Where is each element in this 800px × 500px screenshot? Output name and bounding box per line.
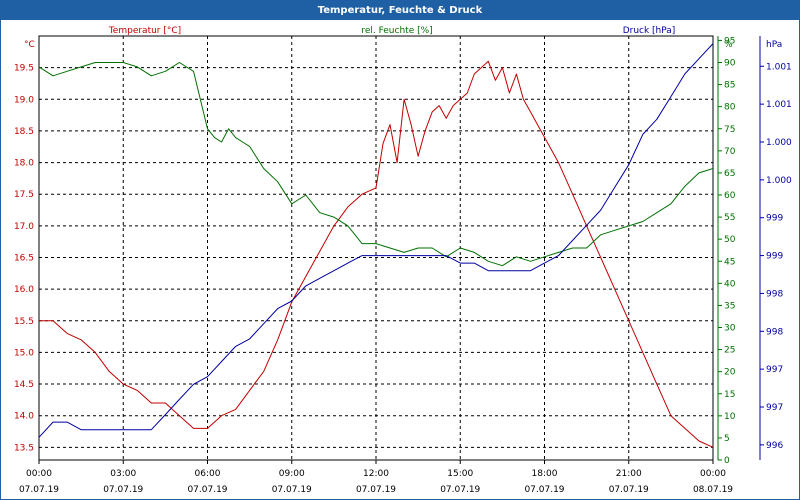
chart-title: Temperatur, Feuchte & Druck: [1, 1, 799, 20]
humidity-tick-label: 60: [724, 191, 736, 201]
x-tick-label-time: 00:00: [26, 469, 52, 479]
x-tick-label-date: 07.07.19: [609, 485, 649, 495]
humidity-unit-label: %: [724, 40, 733, 50]
humidity-tick-label: 5: [724, 434, 730, 444]
axis-labels: 00:00 07.07.19 03:00 07.07.19 06:00 07.07.19 0…: [14, 26, 792, 495]
temperature-tick-label: 14.5: [14, 380, 34, 390]
humidity-tick-label: 30: [724, 324, 736, 334]
x-tick-label-date: 08.07.19: [693, 485, 733, 495]
humidity-tick-label: 50: [724, 235, 736, 245]
temperature-tick-label: 19.0: [14, 95, 34, 105]
pressure-tick-label: 998: [766, 289, 783, 299]
humidity-tick-label: 0: [724, 456, 730, 466]
x-tick-label-time: 21:00: [616, 469, 642, 479]
humidity-tick-label: 65: [724, 169, 735, 179]
grid: [38, 35, 714, 461]
temperature-tick-label: 18.0: [14, 159, 34, 169]
temperature-tick-label: 13.5: [14, 443, 34, 453]
pressure-tick-label: 1.001: [766, 100, 792, 110]
x-tick-label-date: 07.07.19: [524, 485, 564, 495]
x-tick-label-date: 07.07.19: [19, 485, 59, 495]
humidity-series-label: rel. Feuchte [%]: [361, 26, 432, 36]
humidity-tick-label: 80: [724, 103, 736, 113]
temperature-unit-label: °C: [24, 40, 35, 50]
pressure-series-line: [38, 43, 714, 438]
temperature-tick-label: 19.5: [14, 64, 34, 74]
pressure-tick-label: 997: [766, 403, 783, 413]
x-tick-label-date: 07.07.19: [103, 485, 143, 495]
humidity-tick-label: 55: [724, 213, 735, 223]
pressure-tick-label: 996: [766, 441, 783, 451]
humidity-series-line: [38, 62, 714, 267]
humidity-tick-label: 95: [724, 36, 735, 46]
x-tick-label-time: 12:00: [363, 469, 389, 479]
humidity-tick-label: 25: [724, 346, 735, 356]
pressure-tick-label: 1.000: [766, 138, 792, 148]
pressure-tick-label: 1.001: [766, 62, 792, 72]
humidity-tick-label: 45: [724, 257, 735, 267]
humidity-tick-label: 75: [724, 125, 735, 135]
pressure-tick-label: 999: [766, 214, 783, 224]
temperature-series-line: [39, 60, 714, 448]
humidity-tick-label: 70: [724, 147, 736, 157]
x-tick-label-date: 07.07.19: [440, 485, 480, 495]
humidity-tick-label: 85: [724, 81, 735, 91]
humidity-tick-label: 35: [724, 301, 735, 311]
x-tick-label-time: 09:00: [279, 469, 305, 479]
temperature-tick-label: 14.0: [14, 412, 34, 422]
humidity-tick-label: 15: [724, 390, 735, 400]
humidity-tick-label: 40: [724, 279, 736, 289]
humidity-tick-label: 20: [724, 368, 736, 378]
pressure-tick-label: 999: [766, 252, 783, 262]
series-lines: [38, 43, 714, 448]
x-tick-label-date: 07.07.19: [187, 485, 227, 495]
pressure-tick-label: 998: [766, 327, 783, 337]
humidity-tick-label: 90: [724, 59, 736, 69]
pressure-tick-label: 997: [766, 365, 783, 375]
temperature-series-label: Temperatur [°C]: [108, 26, 181, 36]
temperature-tick-label: 17.5: [14, 190, 34, 200]
axes: [38, 36, 764, 464]
temperature-tick-label: 15.0: [14, 348, 34, 358]
temperature-tick-label: 17.0: [14, 222, 34, 232]
x-tick-label-date: 07.07.19: [356, 485, 396, 495]
pressure-unit-label: hPa: [766, 40, 782, 50]
temperature-tick-label: 16.0: [14, 285, 34, 295]
x-tick-label-date: 07.07.19: [272, 485, 312, 495]
pressure-series-label: Druck [hPa]: [623, 26, 676, 36]
x-tick-label-time: 15:00: [447, 469, 473, 479]
temperature-tick-label: 15.5: [14, 317, 34, 327]
temperature-tick-label: 16.5: [14, 253, 34, 263]
pressure-tick-label: 1.000: [766, 176, 792, 186]
x-tick-label-time: 00:00: [700, 469, 726, 479]
x-tick-label-time: 18:00: [532, 469, 558, 479]
x-tick-label-time: 03:00: [110, 469, 136, 479]
humidity-tick-label: 10: [724, 412, 736, 422]
temperature-tick-label: 18.5: [14, 127, 34, 137]
x-tick-label-time: 06:00: [195, 469, 221, 479]
